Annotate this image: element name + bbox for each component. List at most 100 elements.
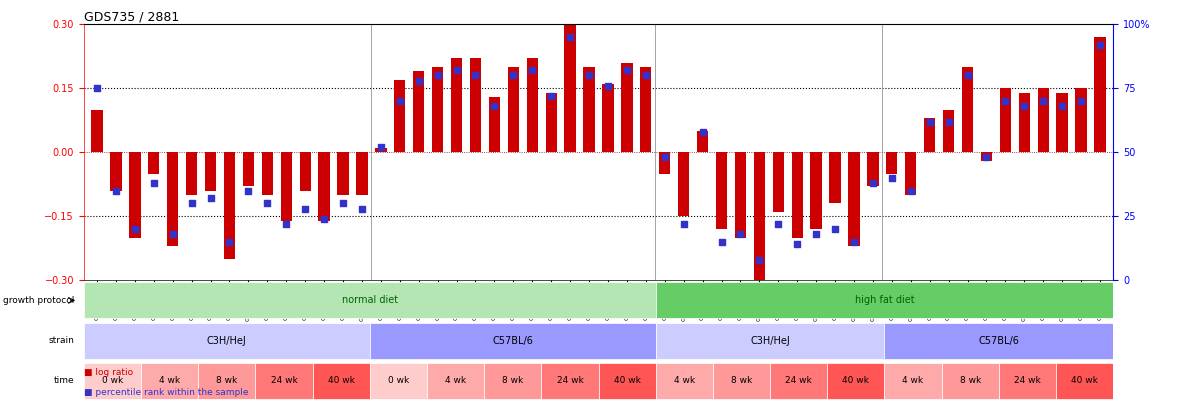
Bar: [735, 152, 746, 238]
Text: ■ percentile rank within the sample: ■ percentile rank within the sample: [84, 388, 248, 397]
Bar: [886, 152, 898, 174]
Point: [429, 72, 448, 79]
FancyBboxPatch shape: [141, 363, 199, 399]
FancyBboxPatch shape: [84, 322, 370, 359]
Bar: [432, 67, 443, 152]
Text: 8 wk: 8 wk: [960, 376, 980, 385]
Point: [144, 180, 163, 186]
Point: [504, 72, 523, 79]
Point: [882, 175, 901, 181]
Bar: [469, 58, 481, 152]
Bar: [451, 58, 462, 152]
Point: [257, 200, 277, 207]
Bar: [299, 152, 311, 191]
Bar: [129, 152, 140, 238]
Text: 8 wk: 8 wk: [731, 376, 752, 385]
Bar: [488, 97, 500, 152]
Point: [712, 239, 731, 245]
Bar: [830, 152, 840, 203]
Bar: [318, 152, 330, 221]
Point: [958, 72, 977, 79]
Point: [731, 231, 751, 237]
Point: [826, 226, 845, 232]
Text: 24 wk: 24 wk: [1014, 376, 1041, 385]
FancyBboxPatch shape: [770, 363, 827, 399]
Text: 40 wk: 40 wk: [1071, 376, 1098, 385]
Text: 40 wk: 40 wk: [328, 376, 354, 385]
Bar: [697, 131, 709, 152]
FancyBboxPatch shape: [998, 363, 1056, 399]
Bar: [280, 152, 292, 221]
Point: [768, 221, 788, 227]
Point: [1071, 98, 1090, 104]
Point: [220, 239, 239, 245]
Text: strain: strain: [48, 336, 74, 345]
FancyBboxPatch shape: [370, 363, 427, 399]
Bar: [148, 152, 159, 174]
FancyBboxPatch shape: [84, 282, 656, 318]
Bar: [508, 67, 519, 152]
Point: [485, 103, 504, 109]
Point: [277, 221, 296, 227]
Bar: [772, 152, 784, 212]
Text: 8 wk: 8 wk: [502, 376, 523, 385]
Point: [334, 200, 353, 207]
Text: 4 wk: 4 wk: [159, 376, 180, 385]
Bar: [394, 80, 406, 152]
Point: [901, 188, 920, 194]
Point: [788, 241, 807, 248]
FancyBboxPatch shape: [656, 282, 1113, 318]
Bar: [262, 152, 273, 195]
FancyBboxPatch shape: [713, 363, 770, 399]
Point: [523, 67, 542, 74]
Bar: [754, 152, 765, 280]
Point: [749, 256, 768, 263]
Text: C3H/HeJ: C3H/HeJ: [207, 336, 247, 345]
Point: [126, 226, 145, 232]
FancyBboxPatch shape: [84, 363, 141, 399]
Bar: [980, 152, 992, 161]
Bar: [546, 93, 557, 152]
FancyBboxPatch shape: [541, 363, 598, 399]
Bar: [791, 152, 803, 238]
Point: [844, 239, 863, 245]
Bar: [678, 152, 689, 216]
Point: [182, 200, 201, 207]
Point: [1015, 103, 1034, 109]
Bar: [867, 152, 879, 186]
Text: 4 wk: 4 wk: [674, 376, 694, 385]
FancyBboxPatch shape: [827, 363, 885, 399]
Bar: [999, 88, 1011, 152]
Point: [87, 85, 107, 92]
Bar: [205, 152, 217, 191]
FancyBboxPatch shape: [370, 322, 656, 359]
Bar: [810, 152, 822, 229]
Point: [466, 72, 485, 79]
Text: GDS735 / 2881: GDS735 / 2881: [84, 10, 180, 23]
Text: 4 wk: 4 wk: [903, 376, 924, 385]
Text: 24 wk: 24 wk: [557, 376, 583, 385]
Point: [996, 98, 1015, 104]
Point: [541, 93, 560, 99]
Bar: [660, 152, 670, 174]
Bar: [640, 67, 651, 152]
Point: [807, 231, 826, 237]
Bar: [168, 152, 178, 246]
Bar: [91, 110, 103, 152]
Point: [920, 118, 940, 125]
Bar: [1057, 93, 1068, 152]
Bar: [338, 152, 348, 195]
Point: [352, 205, 371, 212]
Bar: [905, 152, 917, 195]
FancyBboxPatch shape: [1056, 363, 1113, 399]
Text: 40 wk: 40 wk: [614, 376, 640, 385]
Point: [1034, 98, 1053, 104]
Point: [938, 118, 958, 125]
Text: 24 wk: 24 wk: [785, 376, 812, 385]
Point: [296, 205, 315, 212]
FancyBboxPatch shape: [656, 363, 713, 399]
Point: [390, 98, 409, 104]
Point: [201, 195, 220, 202]
Text: 40 wk: 40 wk: [843, 376, 869, 385]
Bar: [602, 84, 614, 152]
